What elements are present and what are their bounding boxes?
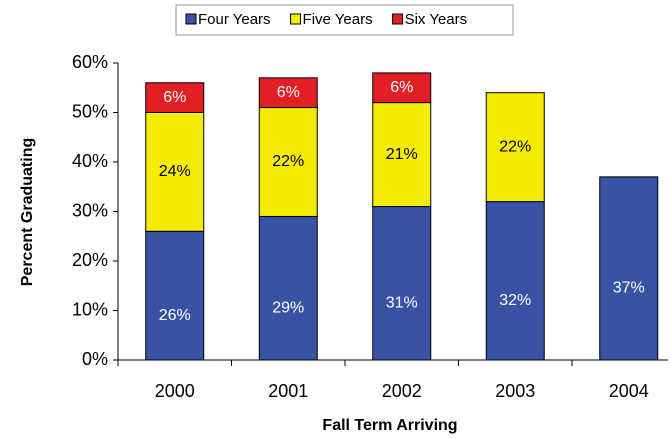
y-tick-label: 60%: [72, 52, 108, 72]
bar-segment: [258, 107, 318, 217]
data-label: 24%: [159, 163, 191, 180]
bar-segment: [258, 77, 318, 109]
bar-segment: [145, 82, 205, 114]
x-tick-label: 2004: [609, 381, 649, 401]
data-label: 26%: [159, 307, 191, 324]
legend-label: Five Years: [303, 11, 373, 28]
data-label: 6%: [390, 79, 413, 96]
y-tick-label: 10%: [72, 299, 108, 319]
legend-swatch: [290, 13, 302, 25]
data-label: 22%: [272, 153, 304, 170]
x-tick-label: 2002: [382, 381, 422, 401]
data-label: 37%: [613, 280, 645, 297]
data-label: 29%: [272, 299, 304, 316]
bar-segment: [258, 215, 318, 361]
data-label: 6%: [163, 89, 186, 106]
legend-swatch: [185, 13, 197, 25]
y-tick-label: 40%: [72, 151, 108, 171]
y-tick-label: 20%: [72, 250, 108, 270]
data-label: 6%: [277, 84, 300, 101]
bar-segment: [145, 112, 205, 232]
legend-box: [175, 4, 514, 36]
bar-segment: [485, 201, 545, 361]
y-tick-label: 50%: [72, 101, 108, 121]
data-label: 21%: [386, 146, 418, 163]
legend-swatch: [392, 13, 404, 25]
x-axis-title: Fall Term Arriving: [322, 417, 457, 434]
bar-segment: [372, 72, 432, 104]
y-tick-label: 30%: [72, 200, 108, 220]
bar-segment: [485, 92, 545, 203]
x-tick-label: 2001: [268, 381, 308, 401]
x-tick-label: 2003: [495, 381, 535, 401]
bar-segment: [372, 206, 432, 361]
bar-segment: [145, 230, 205, 361]
legend-label: Six Years: [405, 11, 468, 28]
bar-segment: [372, 102, 432, 208]
data-label: 22%: [499, 138, 531, 155]
x-tick-label: 2000: [155, 381, 195, 401]
y-tick-label: 0%: [82, 349, 108, 369]
data-label: 31%: [386, 294, 418, 311]
data-label: 32%: [499, 292, 531, 309]
bar-segment: [599, 176, 659, 361]
y-axis-title: Percent Graduating: [19, 138, 36, 286]
legend-label: Four Years: [198, 11, 271, 28]
